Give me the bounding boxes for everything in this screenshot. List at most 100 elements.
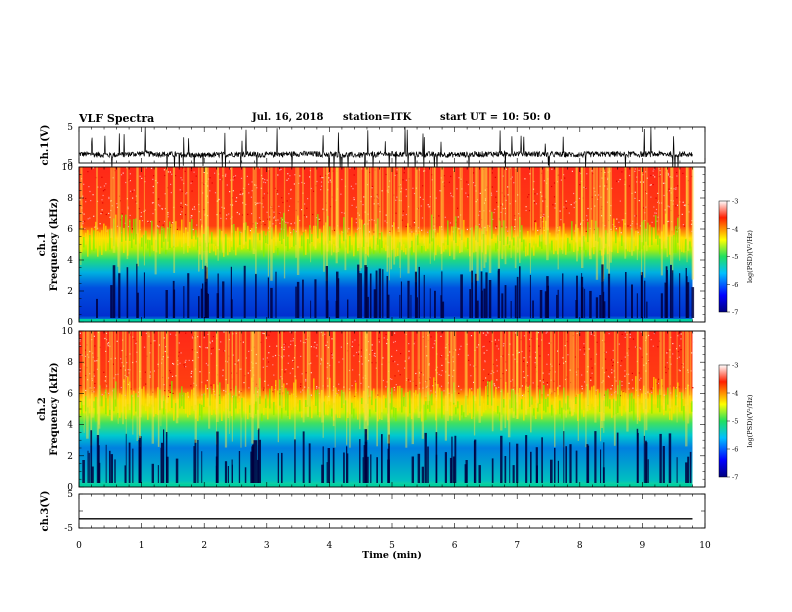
streak-lower [172,280,175,318]
psd-speckle [570,204,572,206]
psd-speckle [218,173,220,175]
streak-lower [138,447,141,483]
streak-upper [215,331,218,409]
psd-flame [533,408,535,416]
psd-speckle [386,381,388,383]
streak-upper [454,331,457,406]
psd-speckle [610,388,612,390]
psd-flame [497,235,499,249]
psd-speckle [127,208,129,210]
psd-flame [183,392,185,409]
streak-upper [388,331,390,447]
streak-upper [501,167,504,259]
psd-speckle [599,185,601,187]
streak-upper [631,167,633,256]
psd-speckle [574,356,576,358]
psd-flame [479,228,481,247]
psd-speckle [505,168,507,170]
psd-speckle [407,379,410,381]
psd-speckle [136,351,138,353]
y-tick-label: 0 [67,483,73,493]
psd-speckle [652,170,654,172]
psd-speckle [247,372,249,374]
psd-speckle [99,346,101,348]
psd-speckle [672,200,674,202]
psd-speckle [552,204,554,206]
psd-speckle [256,394,258,396]
psd-speckle [310,362,312,364]
psd-speckle [154,209,156,211]
psd-flame [327,396,329,416]
streak-lower [478,465,481,483]
streak-upper [364,331,368,435]
streak-upper [613,331,616,446]
psd-speckle [144,209,146,211]
streak-upper [577,331,579,441]
psd-flame [463,219,465,242]
psd-speckle [404,360,406,362]
psd-flame [349,236,351,251]
psd-speckle [82,221,84,223]
psd-speckle [680,338,682,340]
psd-speckle [214,394,216,396]
psd-speckle [440,374,442,376]
channel-label: ch.2 [37,397,48,421]
psd-speckle [563,174,565,176]
colorbar-tick-label: -6 [732,446,738,454]
streak-lower [504,285,507,318]
psd-flame [321,390,323,403]
y-tick-label: 10 [62,327,74,337]
streak-lower [373,289,377,318]
psd-speckle [164,193,166,195]
psd-speckle [148,335,150,337]
psd-speckle [402,214,404,216]
psd-speckle [460,180,462,182]
psd-speckle [167,216,169,218]
streak-lower [217,273,219,318]
psd-speckle [109,345,111,347]
streak-upper [375,167,378,238]
psd-speckle [287,222,289,224]
psd-speckle [340,193,342,195]
streak-lower [483,288,486,318]
streak-lower [193,446,195,483]
psd-flame [553,401,555,409]
psd-speckle [130,388,132,390]
psd-speckle [611,372,613,374]
psd-speckle [441,355,443,357]
psd-speckle [583,343,585,345]
psd-speckle [452,361,455,363]
streak-upper [117,331,119,424]
streak-upper [173,167,176,273]
psd-speckle [225,360,227,362]
streak-upper [601,167,604,282]
psd-speckle [656,220,658,222]
streak-upper [482,167,485,234]
psd-speckle [228,213,230,215]
psd-flame [509,241,511,248]
psd-speckle [244,167,246,169]
psd-speckle [393,389,396,391]
psd-speckle [667,205,669,207]
psd-speckle [162,356,164,358]
psd-flame [481,230,483,240]
psd-speckle [601,382,603,384]
psd-speckle [547,354,549,356]
x-tick-label: 0 [76,541,82,551]
psd-speckle [145,332,147,334]
streak-upper [344,167,347,271]
psd-speckle [606,183,608,185]
psd-speckle [179,189,181,191]
streak-upper [421,331,424,439]
psd-speckle [167,212,169,214]
psd-flame [517,236,519,248]
streak-upper [198,167,200,272]
psd-speckle [288,193,290,195]
psd-flame [647,222,649,246]
psd-speckle [388,231,390,234]
streak-upper [267,167,269,277]
streak-upper [584,167,586,242]
streak-lower [202,283,204,318]
streak-upper [645,331,647,415]
psd-speckle [564,177,566,179]
